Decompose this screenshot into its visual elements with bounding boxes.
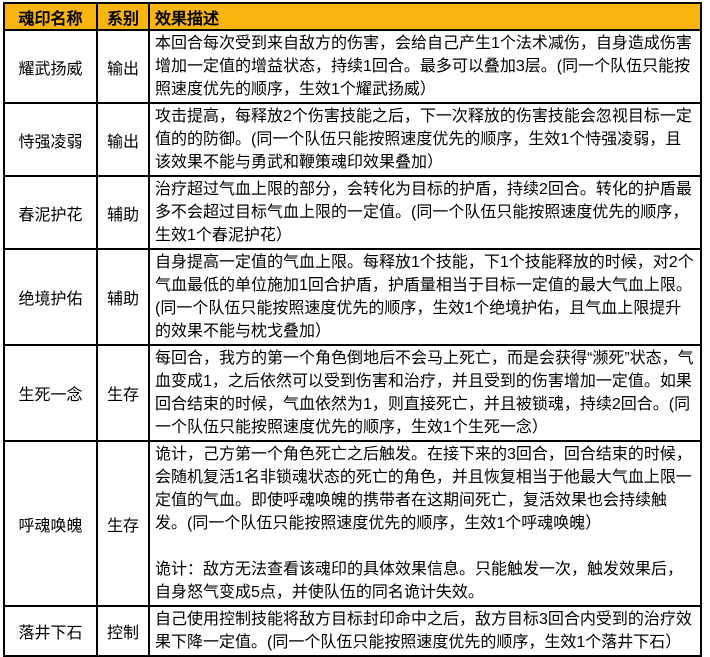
seal-name-cell: 呼魂唤魄 xyxy=(3,440,98,607)
category-cell: 辅助 xyxy=(96,175,150,250)
category-cell: 控制 xyxy=(96,605,150,657)
description-cell: 攻击提高，每释放2个伤害技能之后，下一次释放的伤害技能会忽视目标一定值的的防御。… xyxy=(148,102,702,177)
header-row: 魂印名称 系别 效果描述 xyxy=(3,2,702,31)
description-cell: 治疗超过气血上限的部分，会转化为目标的护盾，持续2回合。转化的护盾最多不会超过目… xyxy=(148,175,702,250)
category-cell: 生存 xyxy=(96,440,150,607)
category-cell: 输出 xyxy=(96,29,150,104)
header-category: 系别 xyxy=(96,2,150,31)
seal-name-cell: 生死一念 xyxy=(3,344,98,442)
description-cell: 诡计，己方第一个角色死亡之后触发。在接下来的3回合，回合结束的时候，会随机复活1… xyxy=(148,440,702,607)
table-row: 春泥护花 辅助 治疗超过气血上限的部分，会转化为目标的护盾，持续2回合。转化的护… xyxy=(3,175,702,250)
table-row: 绝境护佑 辅助 自身提高一定值的气血上限。每释放1个技能，下1个技能释放的时候，… xyxy=(3,248,702,346)
category-cell: 辅助 xyxy=(96,248,150,346)
seal-name-cell: 春泥护花 xyxy=(3,175,98,250)
seal-name-cell: 落井下石 xyxy=(3,605,98,657)
category-cell: 输出 xyxy=(96,102,150,177)
header-seal-name: 魂印名称 xyxy=(3,2,98,31)
table-row: 生死一念 生存 每回合，我方的第一个角色倒地后不会马上死亡，而是会获得“濒死”状… xyxy=(3,344,702,442)
header-effect-description: 效果描述 xyxy=(148,2,702,31)
table-row: 耀武扬威 输出 本回合每次受到来自敌方的伤害，会给自己产生1个法术减伤，自身造成… xyxy=(3,29,702,104)
seal-name-cell: 绝境护佑 xyxy=(3,248,98,346)
seal-name-cell: 耀武扬威 xyxy=(3,29,98,104)
soul-seal-table: 魂印名称 系别 效果描述 耀武扬威 输出 本回合每次受到来自敌方的伤害，会给自己… xyxy=(3,2,702,657)
category-cell: 生存 xyxy=(96,344,150,442)
description-cell: 自己使用控制技能将敌方目标封印命中之后，敌方目标3回合内受到的治疗效果下降一定值… xyxy=(148,605,702,657)
table-row: 恃强凌弱 输出 攻击提高，每释放2个伤害技能之后，下一次释放的伤害技能会忽视目标… xyxy=(3,102,702,177)
table-row: 落井下石 控制 自己使用控制技能将敌方目标封印命中之后，敌方目标3回合内受到的治… xyxy=(3,605,702,657)
table-row: 呼魂唤魄 生存 诡计，己方第一个角色死亡之后触发。在接下来的3回合，回合结束的时… xyxy=(3,440,702,607)
description-cell: 自身提高一定值的气血上限。每释放1个技能，下1个技能释放的时候，对2个气血最低的… xyxy=(148,248,702,346)
description-cell: 本回合每次受到来自敌方的伤害，会给自己产生1个法术减伤，自身造成伤害增加一定值的… xyxy=(148,29,702,104)
description-cell: 每回合，我方的第一个角色倒地后不会马上死亡，而是会获得“濒死”状态，气血变成1，… xyxy=(148,344,702,442)
seal-name-cell: 恃强凌弱 xyxy=(3,102,98,177)
